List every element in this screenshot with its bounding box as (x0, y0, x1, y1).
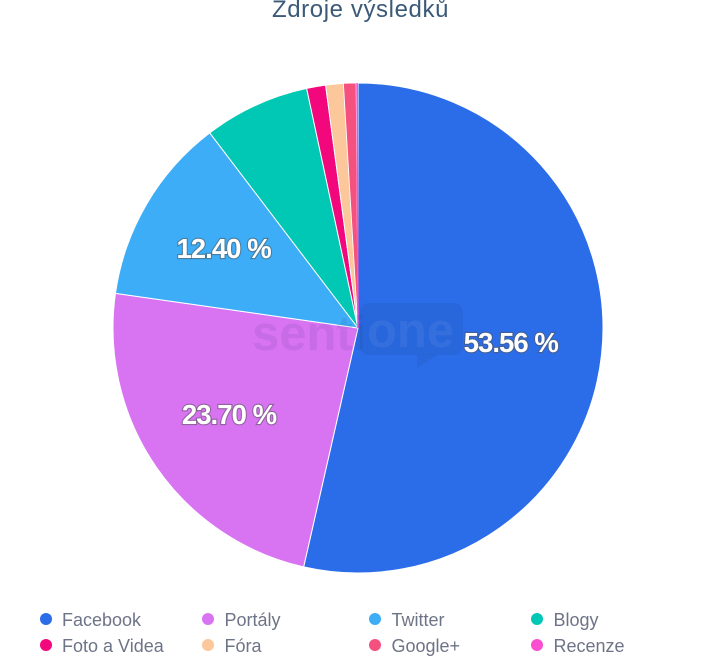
svg-text:23.70 %: 23.70 % (182, 399, 277, 430)
svg-text:12.40 %: 12.40 % (176, 233, 271, 264)
svg-text:one: one (367, 304, 454, 358)
svg-text:53.56 %: 53.56 % (464, 327, 559, 358)
svg-text:senti: senti (252, 307, 366, 361)
